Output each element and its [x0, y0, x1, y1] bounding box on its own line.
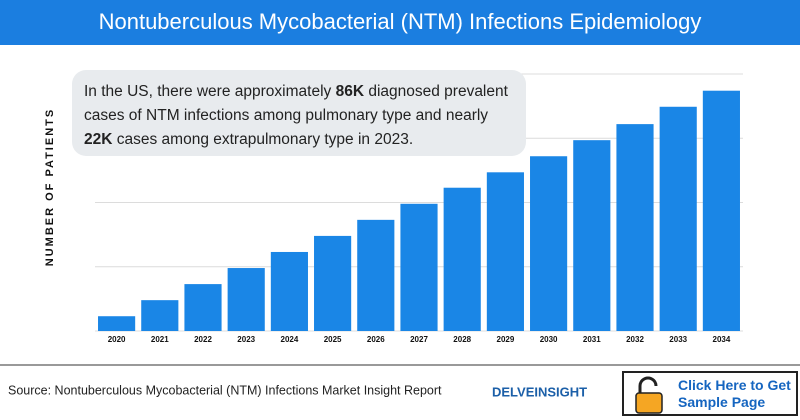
chart-title: Nontuberculous Mycobacterial (NTM) Infec…	[99, 9, 702, 34]
button-text[interactable]: Click Here to Get Sample Page	[678, 377, 791, 410]
x-tick-label: 2021	[151, 335, 169, 344]
source-text: Source: Nontuberculous Mycobacterial (NT…	[8, 383, 442, 397]
bar	[659, 106, 697, 331]
x-tick-label: 2030	[540, 335, 558, 344]
x-tick-label: 2023	[237, 335, 255, 344]
bar	[270, 251, 308, 331]
bar	[400, 203, 438, 331]
bar	[141, 300, 179, 331]
annotation-text: cases among extrapulmonary type in 2023.	[112, 131, 414, 148]
annotation-text: diagnosed prevalent cases of NTM infecti…	[84, 83, 508, 124]
bar	[227, 268, 265, 331]
annotation-text: In the US, there were approximately	[84, 83, 336, 100]
x-tick-label: 2020	[108, 335, 126, 344]
bar	[314, 235, 352, 331]
bar	[616, 124, 654, 332]
x-tick-label: 2031	[583, 335, 601, 344]
bar	[98, 316, 136, 331]
sample-button[interactable]: Click Here to Get Sample Page	[622, 371, 798, 416]
bar	[530, 156, 568, 331]
annotation-text: 22K	[84, 131, 113, 148]
x-tick-label: 2034	[713, 335, 731, 344]
annotation-text: 86K	[335, 83, 365, 100]
x-tick-label: 2024	[281, 335, 299, 344]
logo: DELVEINSIGHT	[492, 384, 587, 399]
x-tick-label: 2033	[669, 335, 687, 344]
x-tick-label: 2025	[324, 335, 342, 344]
annotation: In the US, there were approximately 86K …	[72, 70, 526, 156]
x-tick-label: 2029	[497, 335, 515, 344]
bar	[357, 219, 395, 331]
x-tick-label: 2032	[626, 335, 644, 344]
header-bar	[0, 0, 800, 45]
x-tick-label: 2028	[453, 335, 471, 344]
x-tick-label: 2022	[194, 335, 212, 344]
x-tick-label: 2026	[367, 335, 385, 344]
bar	[702, 90, 740, 331]
bar	[486, 172, 524, 331]
y-axis-label: NUMBER OF PATIENTS	[44, 108, 56, 266]
x-tick-label: 2027	[410, 335, 428, 344]
lock-icon	[635, 376, 663, 414]
bar	[184, 284, 222, 331]
logo-text: DELVEINSIGHT	[492, 384, 587, 399]
bar	[443, 187, 481, 331]
bar	[573, 140, 611, 331]
